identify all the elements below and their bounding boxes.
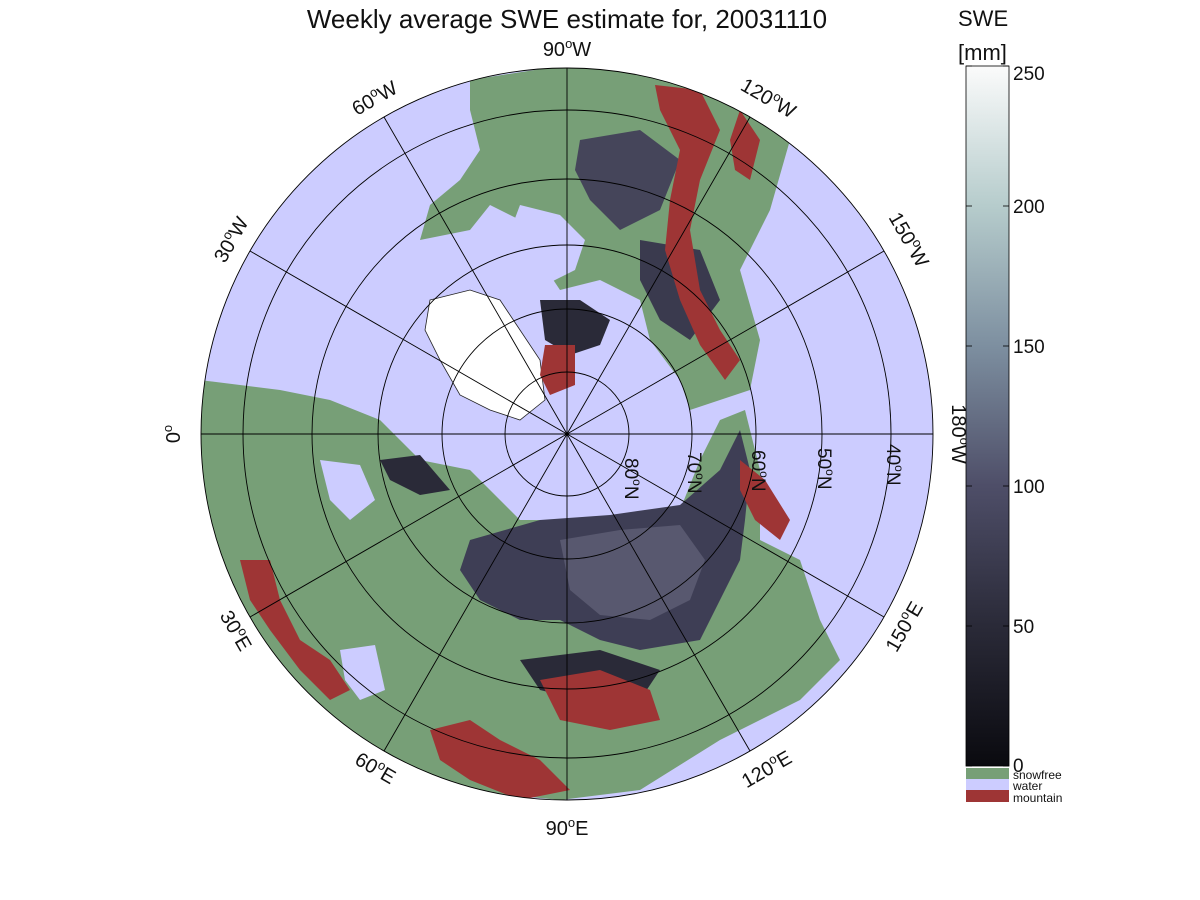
colorbar-tick-50: 50	[1013, 617, 1034, 638]
colorbar-tick-100: 100	[1013, 477, 1045, 498]
lat-label-80: 80oN	[620, 458, 644, 500]
mountain-himalaya	[430, 720, 570, 800]
legend-swatch-snowfree	[966, 768, 1009, 779]
colorbar-tick-250: 250	[1013, 64, 1045, 85]
map-title: Weekly average SWE estimate for, 2003111…	[306, 4, 828, 34]
water-caspian	[340, 645, 385, 700]
colorbar-tick-0: 0	[1013, 756, 1024, 777]
meridian-30e	[249, 433, 568, 618]
legend-label-mountain: mountain	[1013, 791, 1062, 805]
lat-label-40: 40oN	[882, 444, 906, 486]
legend-swatch-mountain	[966, 790, 1009, 802]
mountain-tibet	[540, 670, 660, 730]
mountain-alps-caucasus	[240, 560, 350, 700]
lon-label-180: 180oW	[947, 404, 972, 464]
legend-swatch-water	[966, 779, 1009, 790]
colorbar: SWE [mm] 0 50 100 150 200 250 snowfree w…	[958, 6, 1062, 805]
lon-label-0: 0o	[160, 425, 185, 443]
colorbar-tick-200: 200	[1013, 197, 1045, 218]
mountain-east-siberia	[740, 460, 790, 540]
legend-label-water: water	[1012, 779, 1042, 793]
mountain-greenland-east	[540, 345, 575, 395]
meridian-150e	[566, 433, 885, 618]
legend-label-snowfree: snowfree	[1013, 768, 1062, 782]
lon-label-90e: 90oE	[546, 815, 589, 840]
snow-scandinavia	[380, 455, 450, 495]
lat-label-50: 50oN	[813, 448, 837, 490]
colorbar-tick-150: 150	[1013, 337, 1045, 358]
snow-siberia-core	[560, 525, 705, 620]
mountain-alaska-range	[730, 110, 760, 180]
land-greenland	[424, 289, 546, 421]
latitude-labels: 80oN 70oN 60oN 50oN 40oN	[620, 444, 906, 500]
lat-label-60: 60oN	[747, 450, 771, 492]
meridian-30w	[249, 250, 568, 435]
lon-label-150w: 150oW	[884, 207, 935, 271]
meridian-120w	[566, 116, 751, 435]
graticule	[200, 67, 934, 801]
water-baltic	[320, 460, 375, 520]
snow-arctic-islands	[540, 300, 610, 355]
map-border	[200, 67, 934, 801]
meridian-60w	[383, 116, 568, 435]
colorbar-gradient	[965, 65, 1010, 767]
meridian-60e	[383, 433, 568, 752]
lat-label-70: 70oN	[683, 452, 707, 494]
colorbar-title: SWE	[958, 6, 1008, 31]
meridian-150w	[566, 250, 885, 435]
snow-canada-north	[575, 130, 680, 230]
mountain-rockies	[655, 85, 740, 380]
colorbar-ticks	[966, 65, 1009, 767]
water-hudson-bay	[505, 205, 585, 285]
lon-label-90w: 90oW	[543, 36, 591, 61]
colorbar-unit: [mm]	[958, 40, 1007, 65]
meridian-120e	[566, 433, 751, 752]
